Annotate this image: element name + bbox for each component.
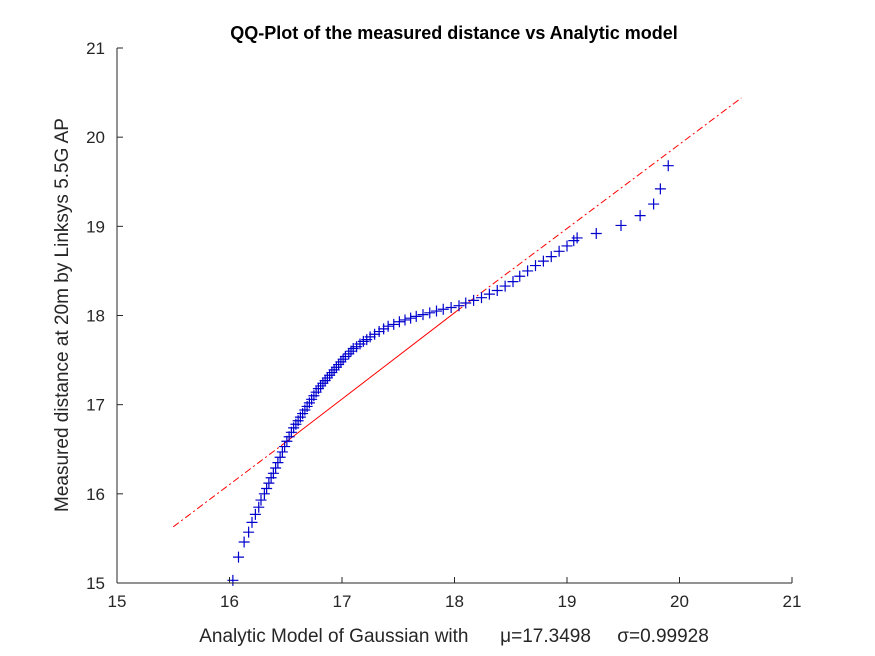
data-point [335, 356, 347, 368]
data-point [258, 488, 270, 500]
x-tick-label: 15 [108, 592, 127, 611]
data-point [553, 245, 565, 257]
data-point [337, 353, 349, 365]
data-point [654, 183, 666, 195]
data-point [648, 198, 660, 210]
y-tick-label: 16 [86, 485, 105, 504]
data-point [276, 446, 288, 458]
y-ticks-group: 15 16 17 18 19 20 21 [86, 39, 123, 593]
x-tick-label: 18 [445, 592, 464, 611]
y-tick-label: 15 [86, 574, 105, 593]
data-point [243, 526, 255, 538]
data-point [388, 318, 400, 330]
data-point [263, 477, 275, 489]
x-tick-label: 21 [783, 592, 802, 611]
data-point [460, 297, 472, 309]
data-point [662, 160, 674, 172]
y-tick-label: 20 [86, 128, 105, 147]
data-point [330, 361, 342, 373]
data-point [514, 270, 526, 282]
y-tick-label: 21 [86, 39, 105, 58]
data-point [615, 219, 627, 231]
data-point [491, 285, 503, 297]
data-point [261, 482, 273, 494]
data-point [561, 240, 573, 252]
data-point [328, 364, 340, 376]
y-axis-label: Measured distance at 20m by Linksys 5.5G… [52, 118, 73, 512]
data-point [315, 380, 327, 392]
data-point [326, 367, 338, 379]
data-point [246, 516, 258, 528]
y-tick-label: 18 [86, 307, 105, 326]
data-point [417, 309, 429, 321]
data-point [265, 472, 277, 484]
data-point [382, 320, 394, 332]
data-point [373, 326, 385, 338]
data-point [634, 210, 646, 222]
data-point [345, 345, 357, 357]
data-point [255, 494, 267, 506]
data-point [369, 328, 381, 340]
data-point [343, 348, 355, 360]
data-point [270, 462, 282, 474]
data-point [274, 451, 286, 463]
data-point [312, 383, 324, 395]
data-point [431, 305, 442, 317]
data-point [285, 426, 297, 438]
x-tick-label: 19 [558, 592, 577, 611]
y-tick-label: 17 [86, 396, 105, 415]
data-point [249, 508, 261, 520]
data-point [410, 310, 422, 322]
chart-title: QQ-Plot of the measured distance vs Anal… [230, 23, 677, 43]
data-point [453, 300, 465, 312]
axes-group [116, 48, 792, 584]
data-point [333, 359, 345, 371]
x-tick-label: 16 [220, 592, 239, 611]
data-point [317, 377, 329, 389]
x-tick-label: 17 [333, 592, 352, 611]
data-point [283, 431, 295, 443]
data-point [545, 251, 557, 263]
data-point [324, 369, 336, 381]
data-point [405, 312, 417, 324]
data-point [267, 467, 279, 479]
data-point [321, 372, 333, 384]
data-point [437, 303, 449, 315]
x-tick-label: 20 [670, 592, 689, 611]
data-points-group [227, 160, 674, 586]
data-point [483, 288, 495, 300]
data-point [238, 536, 250, 548]
data-point [571, 232, 583, 244]
y-tick-label: 19 [86, 217, 105, 236]
data-point [507, 276, 519, 288]
data-point [522, 265, 534, 277]
x-ticks-group: 15 16 17 18 19 20 21 [108, 577, 802, 611]
reference-line-group [172, 97, 742, 528]
x-axis-label: Analytic Model of Gaussian with μ=17.349… [199, 626, 709, 647]
data-point [378, 323, 390, 335]
data-point [590, 227, 602, 239]
data-point [499, 280, 511, 292]
data-point [468, 294, 480, 306]
data-point [319, 375, 331, 387]
data-point [399, 314, 411, 326]
data-point [393, 316, 405, 328]
reference-line-solid [283, 310, 458, 445]
data-point [364, 331, 376, 343]
data-point [537, 255, 549, 267]
data-point [424, 307, 436, 319]
data-point [253, 501, 265, 513]
data-point [445, 301, 457, 313]
data-point [233, 551, 244, 563]
data-point [272, 457, 284, 469]
data-point [281, 435, 293, 447]
data-point [279, 441, 291, 453]
data-point [476, 292, 487, 304]
data-point [530, 260, 541, 272]
reference-line-extension-high [456, 97, 742, 312]
